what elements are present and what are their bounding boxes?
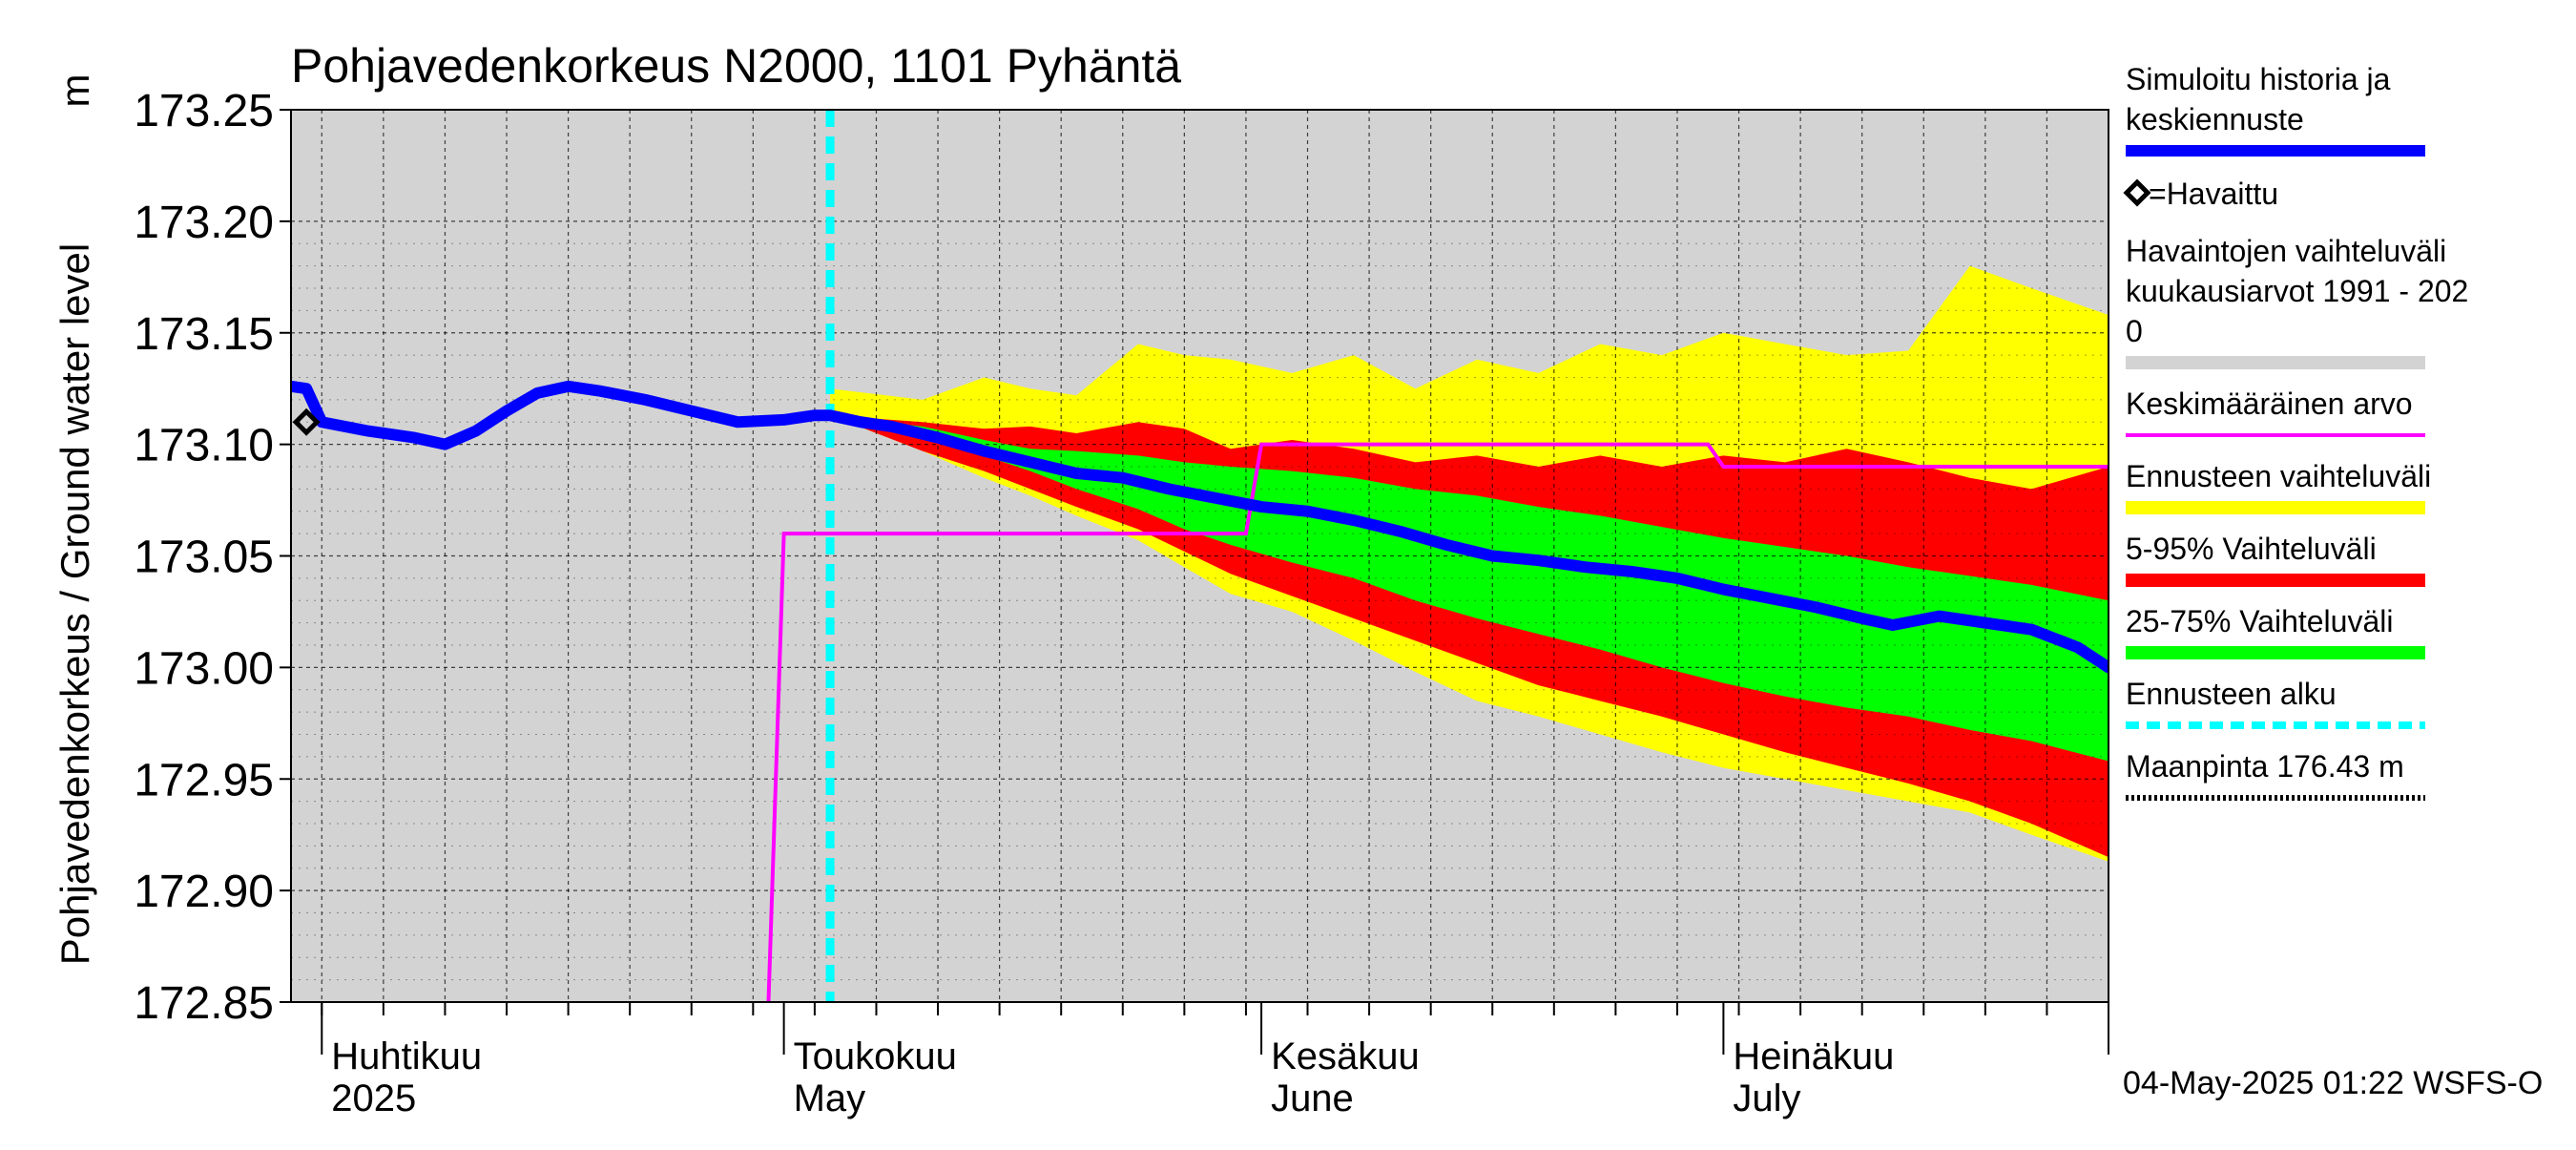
legend-label: Ennusteen vaihteluväli	[2126, 459, 2431, 493]
y-axis-label: Pohjavedenkorkeus / Ground water level	[52, 243, 97, 965]
footer-timestamp: 04-May-2025 01:22 WSFS-O	[2123, 1065, 2543, 1101]
plot-content	[291, 110, 2109, 1002]
legend-label: 5-95% Vaihteluväli	[2126, 532, 2377, 566]
mean-value-line	[766, 442, 2109, 1002]
range-25-75-band	[830, 415, 2109, 762]
legend-label: 0	[2126, 314, 2143, 348]
legend-label: keskiennuste	[2126, 102, 2304, 136]
legend-item: Havaintojen vaihteluväli kuukausiarvot 1…	[2126, 234, 2468, 369]
x-month-sublabel: June	[1271, 1077, 1354, 1119]
range-5-95-band	[830, 415, 2109, 858]
observed-marker	[292, 408, 321, 436]
legend-item: Maanpinta 176.43 m	[2126, 749, 2425, 801]
x-month-label: Toukokuu	[794, 1035, 957, 1077]
legend-label: kuukausiarvot 1991 - 202	[2126, 274, 2468, 308]
x-month-label: Huhtikuu	[331, 1035, 482, 1077]
x-month-label: Heinäkuu	[1733, 1035, 1894, 1077]
legend-label: Maanpinta 176.43 m	[2126, 749, 2404, 784]
chart-title: Pohjavedenkorkeus N2000, 1101 Pyhäntä	[291, 39, 1181, 93]
legend-label: Ennusteen alku	[2126, 677, 2337, 711]
y-tick-label: 173.25	[134, 86, 274, 136]
grid-lines	[291, 110, 2109, 1002]
y-tick-label: 173.20	[134, 198, 274, 248]
simulated-line	[291, 380, 2109, 674]
axes: 172.85 172.90 172.95 173.00 173.05 173.10 173.…	[134, 86, 2109, 1119]
legend-item: Ennusteen vaihteluväli	[2126, 459, 2431, 514]
y-tick-label: 173.05	[134, 533, 274, 583]
legend-label: Simuloitu historia ja	[2126, 62, 2391, 96]
legend: Simuloitu historia ja keskiennuste =Havait…	[2123, 62, 2468, 801]
y-tick-label: 173.00	[134, 643, 274, 694]
y-tick-label: 173.10	[134, 421, 274, 471]
legend-item: Simuloitu historia ja keskiennuste	[2126, 62, 2425, 157]
y-tick-label: 173.15	[134, 309, 274, 360]
x-month-sublabel: July	[1733, 1077, 1800, 1119]
plot-area	[291, 110, 2109, 1002]
y-axis-unit: m	[52, 74, 97, 108]
legend-item: Ennusteen alku	[2126, 677, 2425, 729]
legend-item: =Havaittu	[2123, 177, 2278, 211]
x-month-sublabel: 2025	[331, 1077, 416, 1119]
legend-label: Havaintojen vaihteluväli	[2126, 234, 2446, 268]
legend-label: =Havaittu	[2149, 177, 2278, 211]
x-month-sublabel: May	[794, 1077, 866, 1119]
y-tick-label: 172.95	[134, 755, 274, 805]
y-tick-label: 172.90	[134, 867, 274, 917]
y-tick-label: 172.85	[134, 978, 274, 1029]
legend-item: 25-75% Vaihteluväli	[2126, 604, 2425, 659]
legend-item: Keskimääräinen arvo	[2126, 387, 2425, 437]
legend-item: 5-95% Vaihteluväli	[2126, 532, 2425, 587]
legend-label: 25-75% Vaihteluväli	[2126, 604, 2393, 638]
x-month-label: Kesäkuu	[1271, 1035, 1420, 1077]
legend-label: Keskimääräinen arvo	[2126, 387, 2413, 421]
legend-diamond-icon	[2123, 178, 2151, 207]
